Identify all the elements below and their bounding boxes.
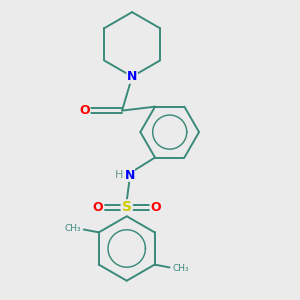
Text: O: O [150, 201, 161, 214]
Text: O: O [79, 104, 90, 117]
Text: O: O [93, 201, 104, 214]
Text: H: H [115, 170, 123, 180]
Text: S: S [122, 200, 132, 214]
Text: N: N [127, 70, 137, 83]
Text: CH₃: CH₃ [64, 224, 81, 232]
Text: N: N [124, 169, 135, 182]
Text: CH₃: CH₃ [172, 264, 189, 273]
